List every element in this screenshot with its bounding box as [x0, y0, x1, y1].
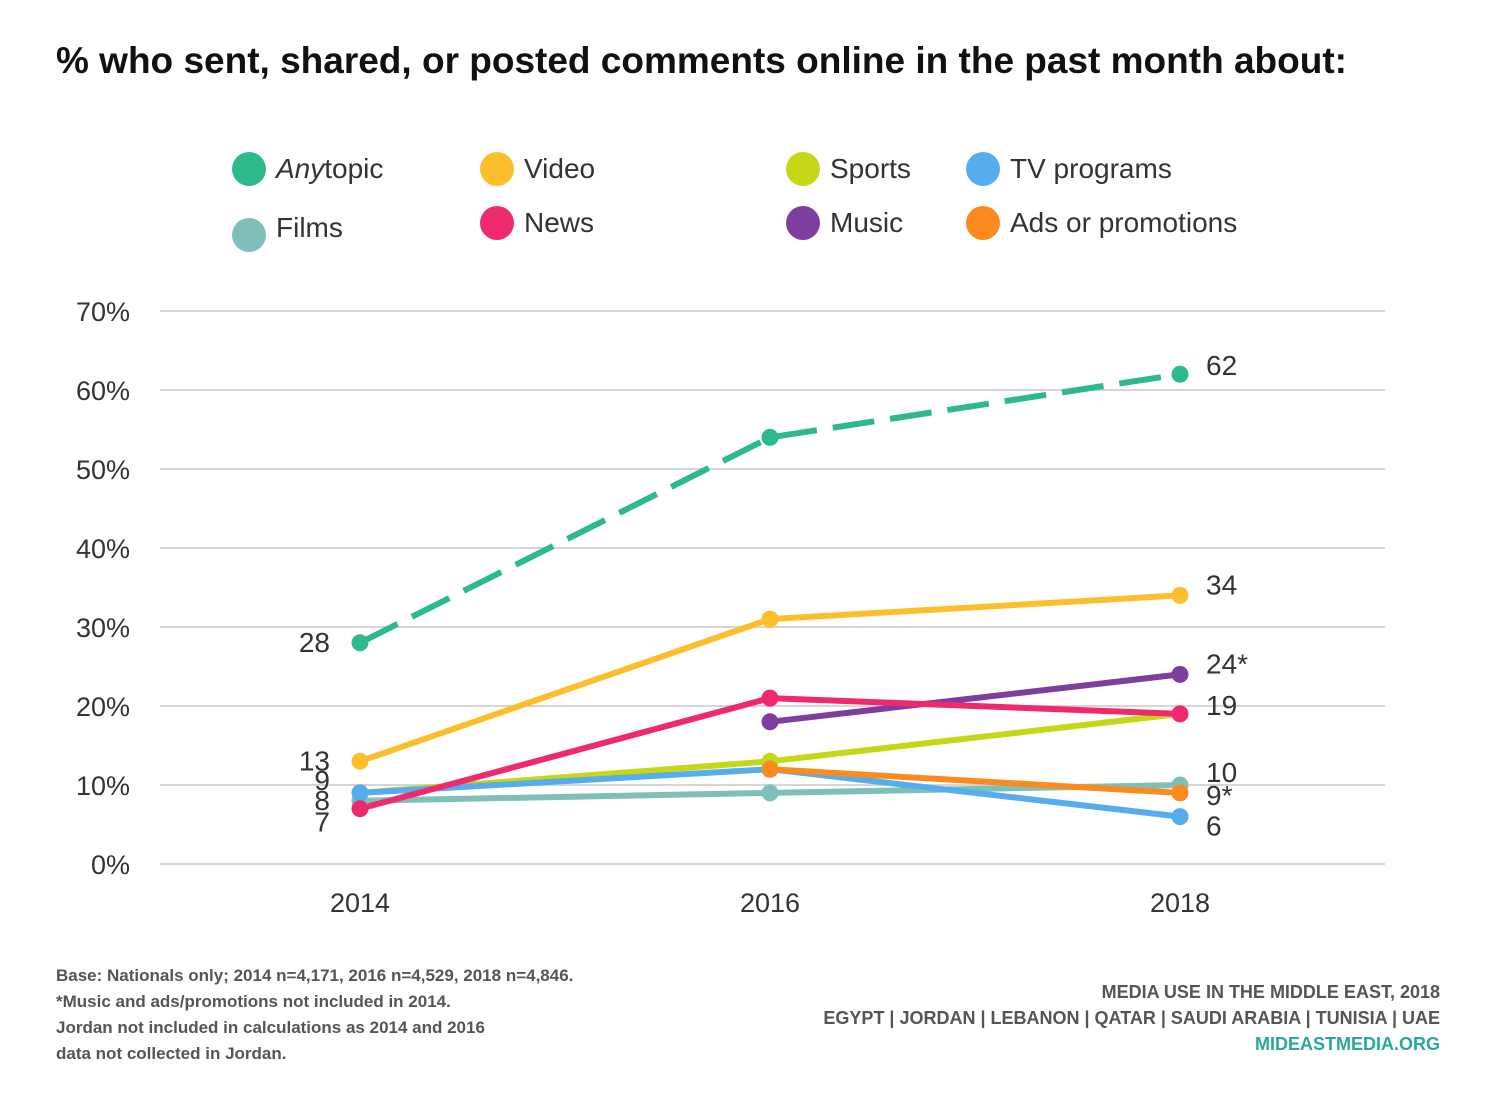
data-point-ads-or-promotions	[761, 760, 779, 778]
legend-dot-icon	[966, 206, 1000, 240]
data-point-video	[761, 610, 779, 628]
data-point-any-topic	[1171, 365, 1189, 383]
data-point-music	[1171, 665, 1189, 683]
legend-dot-icon	[480, 206, 514, 240]
data-label: 6	[1206, 811, 1222, 842]
y-tick-label: 0%	[91, 850, 130, 880]
legend-item-music: Music	[786, 206, 903, 240]
x-tick-label: 2016	[740, 888, 800, 918]
legend-dot-icon	[786, 206, 820, 240]
series-line-any-topic	[358, 371, 1181, 646]
data-point-video	[1171, 586, 1189, 604]
data-point-video	[351, 752, 369, 770]
legend-item-tv-programs: TV programs	[966, 152, 1172, 186]
chart-title: % who sent, shared, or posted comments o…	[56, 40, 1347, 81]
legend-item-video: Video	[480, 152, 595, 186]
legend-label: Music	[830, 207, 904, 238]
data-label: 8	[314, 785, 330, 816]
legend-label: Films	[276, 212, 343, 243]
y-tick-label: 20%	[76, 692, 130, 722]
y-tick-label: 10%	[76, 771, 130, 801]
data-label: 7	[314, 807, 330, 838]
source-link[interactable]: MIDEASTMEDIA.ORG	[1254, 1034, 1440, 1054]
source-countries: EGYPT | JORDAN | LEBANON | QATAR | SAUDI…	[823, 1008, 1440, 1028]
data-point-films	[761, 784, 779, 802]
legend-label-emphasis: Any	[276, 153, 325, 184]
footnote-jordan-cont: data not collected in Jordan.	[56, 1044, 287, 1063]
legend-item-news: News	[480, 206, 594, 240]
y-tick-label: 60%	[76, 376, 130, 406]
data-label: 9*	[1206, 780, 1233, 811]
data-label: 28	[299, 627, 330, 658]
legend-label: Video	[524, 153, 596, 184]
legend-label: topic	[324, 153, 384, 184]
legend-dot-icon	[480, 152, 514, 186]
legend-label: News	[524, 207, 595, 238]
data-label: 9	[314, 765, 330, 796]
x-tick-label: 2014	[330, 888, 390, 918]
legend-item-sports: Sports	[786, 152, 911, 186]
footnote-music-ads: *Music and ads/promotions not included i…	[56, 992, 451, 1011]
legend-dot-icon	[786, 152, 820, 186]
legend-label: TV programs	[1010, 153, 1172, 184]
legend-item-films: Films	[232, 204, 343, 252]
y-tick-label: 30%	[76, 613, 130, 643]
data-label: 10	[1206, 757, 1237, 788]
data-label: 62	[1206, 350, 1237, 381]
legend-dot-icon	[966, 152, 1000, 186]
legend-item-any-topic: Any topic	[232, 152, 383, 186]
data-label: 24*	[1206, 648, 1248, 679]
y-tick-label: 50%	[76, 455, 130, 485]
data-point-news	[351, 800, 369, 818]
x-tick-label: 2018	[1150, 888, 1210, 918]
source-title: MEDIA USE IN THE MIDDLE EAST, 2018	[1101, 982, 1440, 1002]
footnote-base: Base: Nationals only; 2014 n=4,171, 2016…	[56, 966, 574, 985]
y-tick-label: 40%	[76, 534, 130, 564]
legend-item-ads-or-promotions: Ads or promotions	[966, 206, 1237, 240]
legend-label: Sports	[830, 153, 911, 184]
series-line-music	[769, 671, 1181, 725]
data-point-any-topic	[761, 428, 779, 446]
legend-label: Ads or promotions	[1010, 207, 1238, 238]
data-label: 34	[1206, 569, 1237, 600]
data-point-ads-or-promotions	[1171, 784, 1189, 802]
legend-dot-icon	[232, 152, 266, 186]
data-point-news	[761, 689, 779, 707]
line-chart: 0%10%20%30%40%50%60%70%2014 2016 201828139…	[76, 297, 1385, 918]
footnote-jordan: Jordan not included in calculations as 2…	[56, 1018, 485, 1037]
data-point-any-topic	[351, 634, 369, 652]
data-point-tv-programs	[1171, 808, 1189, 826]
y-tick-label: 70%	[76, 297, 130, 327]
data-label: 13	[299, 745, 330, 776]
data-point-tv-programs	[351, 784, 369, 802]
series-line-ads-or-promotions	[769, 766, 1181, 796]
data-point-music	[761, 713, 779, 731]
data-label: 19	[1206, 690, 1237, 721]
legend-dot-icon	[232, 218, 266, 252]
data-point-news	[1171, 705, 1189, 723]
